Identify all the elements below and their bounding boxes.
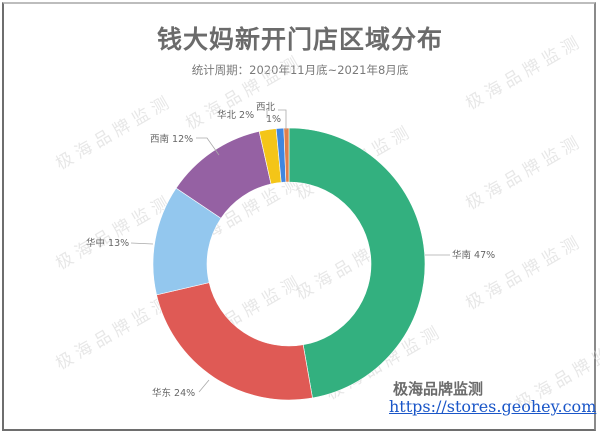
label-huazhong: 华中 13% [86,237,129,249]
slice-华南 [288,127,426,399]
label-huadong: 华东 24% [152,387,195,399]
slice-labels: 华南 47% 华东 24% 华中 13% 西南 12% 华北 2% 西北 1% [86,102,495,399]
brand-name: 极海品牌监测 [393,380,484,398]
leader-xibei [278,109,287,130]
label-huabei: 华北 2% [217,109,254,121]
label-xinan: 西南 12% [150,133,193,145]
leader-huadong [198,379,210,393]
watermark-text: 极海品牌监测 [183,51,307,134]
watermark-text: 极海品牌监测 [53,91,177,174]
chart-frame [2,2,596,431]
donut-slices [152,127,426,401]
brand-url-link[interactable]: https://stores.geohey.com [389,397,597,416]
leader-huazhong [130,242,154,245]
watermark-text: 极海品牌监测 [463,231,587,314]
chart-subtitle: 统计周期：2020年11月底~2021年8月底 [191,63,409,77]
label-xibei-name: 西北 [256,102,276,113]
label-huanan: 华南 47% [452,249,495,261]
label-xibei-pct: 1% [266,114,281,125]
watermark-text: 极海品牌监测 [53,291,177,374]
watermark-text: 极海品牌监测 [463,31,587,114]
slice-西北 [283,127,290,183]
chart-title: 钱大妈新开门店区域分布 [156,25,443,54]
leader-xinan [196,137,220,156]
slice-华东 [156,282,313,401]
label-leader-lines [130,109,450,393]
watermark-text: 极海品牌监测 [463,131,587,214]
